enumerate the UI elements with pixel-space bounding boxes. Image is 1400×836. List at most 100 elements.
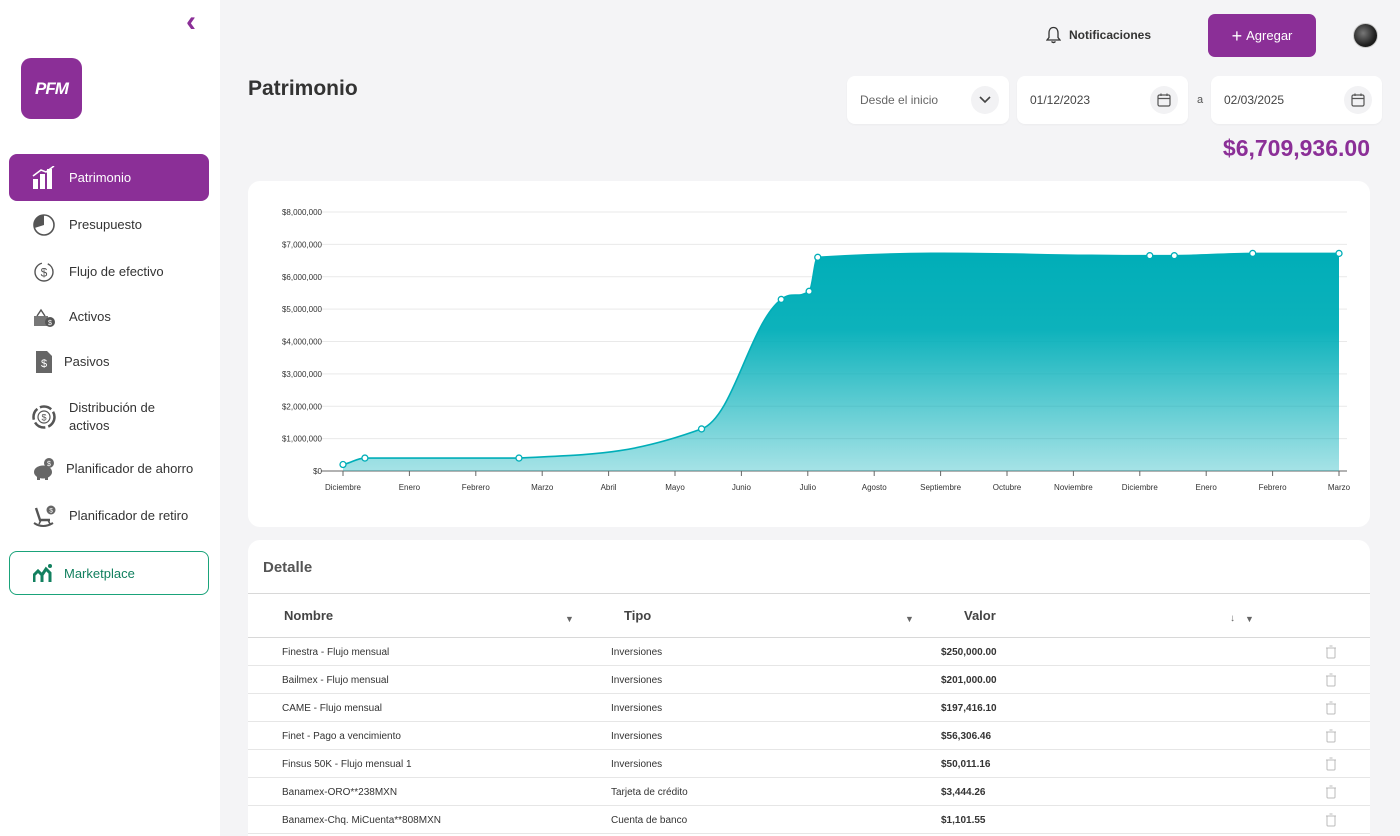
table-row[interactable]: Bailmex - Flujo mensual Inversiones $201…	[248, 666, 1370, 694]
table-row[interactable]: Banamex-ORO**238MXN Tarjeta de crédito $…	[248, 778, 1370, 806]
svg-text:$: $	[48, 320, 52, 327]
trash-icon[interactable]	[1325, 757, 1337, 771]
series-area	[343, 253, 1339, 471]
detail-card: Detalle Nombre ▼ Tipo ▼ Valor ↓ ▼ Finest…	[248, 540, 1370, 836]
row-value: $250,000.00	[941, 647, 997, 658]
range-select[interactable]: Desde el inicio	[847, 76, 1009, 124]
bell-icon	[1046, 26, 1062, 44]
calendar-icon[interactable]	[1150, 86, 1178, 114]
x-tick-label: Agosto	[862, 483, 887, 492]
calendar-icon[interactable]	[1344, 86, 1372, 114]
svg-text:$: $	[41, 358, 47, 370]
range-select-value: Desde el inicio	[860, 93, 939, 107]
y-tick-label: $0	[313, 467, 322, 476]
row-type: Tarjeta de crédito	[611, 787, 688, 798]
data-point[interactable]	[814, 253, 822, 261]
trash-icon[interactable]	[1325, 785, 1337, 799]
table-row[interactable]: CAME - Flujo mensual Inversiones $197,41…	[248, 694, 1370, 722]
x-tick-label: Diciembre	[1122, 483, 1159, 492]
marketplace-button[interactable]: Marketplace	[9, 551, 209, 595]
filter-icon[interactable]: ▼	[1245, 614, 1254, 624]
row-name: Finet - Pago a vencimiento	[282, 731, 401, 742]
cash-flow-icon: $	[31, 259, 57, 285]
sidebar-item-patrimonio[interactable]: Patrimonio	[9, 154, 209, 201]
x-tick-label: Diciembre	[325, 483, 362, 492]
plus-icon: +	[1231, 25, 1243, 46]
data-point[interactable]	[1170, 252, 1178, 260]
trash-icon[interactable]	[1325, 673, 1337, 687]
sidebar-item-ahorro[interactable]: $ Planificador de ahorro	[9, 456, 209, 482]
x-tick-label: Octubre	[993, 483, 1022, 492]
data-point[interactable]	[805, 287, 813, 295]
row-name: Finestra - Flujo mensual	[282, 647, 390, 658]
data-point[interactable]	[361, 454, 369, 462]
pie-chart-icon	[31, 212, 57, 238]
data-point[interactable]	[777, 295, 785, 304]
trash-icon[interactable]	[1325, 813, 1337, 827]
x-tick-label: Septiembre	[920, 483, 961, 492]
liabilities-icon: $	[31, 349, 57, 375]
sort-desc-icon[interactable]: ↓	[1230, 613, 1235, 624]
add-button[interactable]: + Agregar	[1208, 14, 1316, 57]
table-row[interactable]: Finet - Pago a vencimiento Inversiones $…	[248, 722, 1370, 750]
chart-card: $0 $1,000,000 $2,000,000 $3,000,000 $4,000,0…	[248, 181, 1370, 527]
notifications-button[interactable]: Notificaciones	[1046, 26, 1151, 44]
date-from-field[interactable]: 01/12/2023	[1017, 76, 1188, 124]
sidebar-item-label: Patrimonio	[69, 169, 132, 185]
data-point[interactable]	[697, 425, 706, 433]
sidebar-item-retiro[interactable]: $ Planificador de retiro	[9, 503, 209, 529]
row-type: Inversiones	[611, 759, 663, 770]
user-avatar[interactable]	[1353, 23, 1378, 48]
row-type: Inversiones	[611, 703, 663, 714]
page-title: Patrimonio	[248, 77, 358, 100]
row-name: Finsus 50K - Flujo mensual 1	[282, 759, 412, 770]
trash-icon[interactable]	[1325, 701, 1337, 715]
x-tick-label: Marzo	[531, 483, 554, 492]
sidebar-item-distribucion[interactable]: $ Distribución de activos	[9, 399, 209, 435]
x-tick-label: Junio	[732, 483, 752, 492]
y-tick-label: $3,000,000	[282, 370, 323, 379]
rocking-chair-icon: $	[31, 503, 57, 529]
date-to-field[interactable]: 02/03/2025	[1211, 76, 1382, 124]
filter-icon[interactable]: ▼	[565, 614, 574, 624]
y-tick-label: $5,000,000	[282, 305, 323, 314]
filter-icon[interactable]: ▼	[905, 614, 914, 624]
svg-text:$: $	[47, 461, 51, 468]
column-header-valor[interactable]: Valor	[964, 608, 996, 623]
column-header-tipo[interactable]: Tipo	[624, 608, 652, 623]
data-point[interactable]	[339, 460, 347, 469]
row-type: Inversiones	[611, 675, 663, 686]
table-row[interactable]: Finestra - Flujo mensual Inversiones $25…	[248, 638, 1370, 666]
sidebar: ‹ PFM Patrimonio Presupuesto $ Flujo de …	[0, 0, 220, 836]
row-value: $201,000.00	[941, 675, 997, 686]
data-point[interactable]	[1335, 249, 1343, 258]
sidebar-item-pasivos[interactable]: $ Pasivos	[9, 349, 209, 375]
svg-text:$: $	[49, 508, 53, 515]
collapse-sidebar-icon[interactable]: ‹	[186, 5, 196, 38]
sidebar-item-presupuesto[interactable]: Presupuesto	[9, 212, 209, 238]
trash-icon[interactable]	[1325, 729, 1337, 743]
bar-chart-icon	[31, 165, 57, 191]
svg-text:$: $	[41, 266, 48, 280]
sidebar-item-label: Planificador de ahorro	[66, 461, 194, 476]
assets-icon: $	[31, 304, 57, 330]
sidebar-item-activos[interactable]: $ Activos	[9, 304, 209, 330]
app-logo[interactable]: PFM	[21, 58, 82, 119]
sidebar-item-label: Activos	[69, 309, 111, 324]
y-tick-label: $4,000,000	[282, 338, 323, 347]
x-tick-label: Marzo	[1328, 483, 1351, 492]
x-tick-label: Enero	[399, 483, 421, 492]
sidebar-item-flujo[interactable]: $ Flujo de efectivo	[9, 259, 209, 285]
data-point[interactable]	[1146, 252, 1154, 260]
table-row[interactable]: Finsus 50K - Flujo mensual 1 Inversiones…	[248, 750, 1370, 778]
trash-icon[interactable]	[1325, 645, 1337, 659]
data-point[interactable]	[1249, 249, 1257, 258]
sidebar-item-label: Presupuesto	[69, 217, 142, 232]
row-name: Bailmex - Flujo mensual	[282, 675, 389, 686]
svg-text:$: $	[41, 413, 46, 423]
table-row[interactable]: Banamex-Chq. MiCuenta**808MXN Cuenta de …	[248, 806, 1370, 834]
chevron-down-icon[interactable]	[971, 86, 999, 114]
data-point[interactable]	[515, 454, 523, 462]
column-header-nombre[interactable]: Nombre	[284, 608, 334, 623]
piggy-bank-icon: $	[31, 456, 57, 482]
